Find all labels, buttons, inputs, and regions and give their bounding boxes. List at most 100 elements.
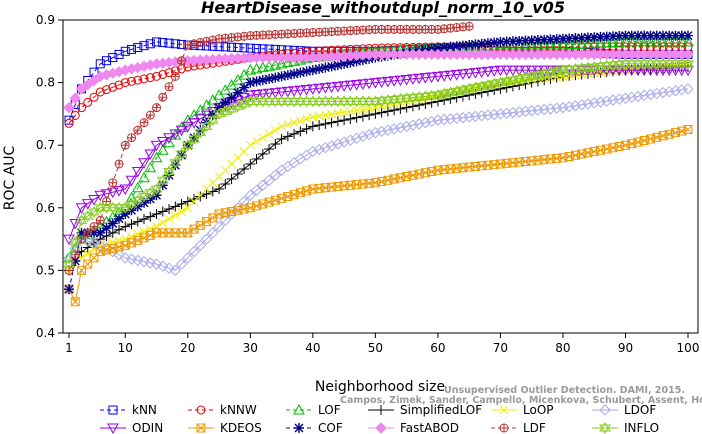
- data-point-odin: [394, 75, 407, 87]
- data-point-lof: [219, 84, 232, 95]
- data-point-simplifiedlof: [389, 105, 400, 116]
- data-point-knnw: [127, 76, 137, 86]
- data-point-simplifiedlof: [307, 121, 318, 132]
- data-point-odin: [663, 65, 676, 77]
- data-point-lof: [613, 36, 626, 47]
- data-point-simplifiedlof: [170, 201, 181, 212]
- data-point-ldof: [163, 262, 175, 275]
- chart-title: HeartDisease_withoutdupl_norm_10_v05: [201, 0, 565, 17]
- data-point-cof: [101, 223, 112, 234]
- data-point-cof: [545, 34, 556, 45]
- data-point-odin: [444, 70, 457, 82]
- data-point-cof: [445, 41, 456, 52]
- data-point-ldof: [200, 233, 213, 245]
- data-point-ldof: [350, 132, 363, 145]
- data-point-odin: [250, 89, 263, 101]
- data-point-knn: [133, 43, 143, 53]
- data-point-knnw: [77, 103, 87, 113]
- legend-item-cof: COF: [286, 421, 343, 434]
- data-point-loop: [177, 207, 186, 216]
- series-line-ldf: [68, 25, 470, 271]
- data-point-ldof: [132, 254, 144, 267]
- data-point-simplifiedlof: [345, 113, 356, 124]
- data-point-simplifiedlof: [226, 174, 237, 185]
- data-point-ldof: [357, 130, 369, 143]
- data-point-cof: [683, 30, 693, 41]
- data-point-simplifiedlof: [295, 126, 306, 137]
- data-point-knnw: [158, 69, 168, 79]
- data-point-cof: [270, 72, 281, 83]
- data-point-simplifiedlof: [289, 128, 300, 139]
- data-point-odin: [469, 68, 482, 79]
- data-point-knnw: [145, 73, 155, 83]
- data-point-inflo: [69, 236, 82, 249]
- x-axis-label: Neighborhood size: [315, 379, 445, 395]
- data-point-cof: [76, 227, 87, 238]
- data-point-kdeos: [683, 125, 693, 135]
- data-point-odin: [407, 74, 419, 85]
- data-point-knnw: [95, 87, 105, 97]
- data-point-kdeos: [289, 190, 299, 200]
- data-point-cof: [226, 92, 237, 103]
- data-point-ldof: [463, 111, 475, 123]
- data-point-cof: [264, 73, 275, 84]
- data-point-cof: [289, 68, 300, 79]
- data-point-odin: [482, 66, 494, 78]
- data-point-simplifiedlof: [370, 108, 381, 119]
- data-point-inflo: [206, 114, 219, 127]
- legend-marker-inflo: [599, 422, 611, 434]
- data-point-inflo: [156, 174, 169, 187]
- data-point-odin: [425, 72, 438, 83]
- data-point-lof: [175, 121, 188, 133]
- y-tick-label: 0.7: [36, 138, 55, 152]
- data-point-odin: [88, 194, 100, 206]
- data-point-loop: [164, 214, 174, 224]
- data-point-odin: [413, 73, 425, 85]
- data-point-lof: [213, 89, 225, 100]
- data-point-cof: [257, 75, 268, 86]
- data-point-odin: [632, 65, 644, 77]
- data-point-lof: [569, 38, 582, 49]
- data-point-cof: [514, 35, 525, 46]
- data-point-inflo: [175, 148, 188, 160]
- data-point-inflo: [169, 156, 182, 169]
- series-fastabod: [63, 48, 694, 114]
- data-point-loop: [295, 116, 305, 126]
- data-point-lof: [231, 74, 244, 85]
- data-point-knnw: [108, 82, 118, 92]
- data-point-lof: [200, 99, 213, 110]
- data-point-ldof: [669, 85, 682, 97]
- data-point-ldf: [145, 110, 155, 120]
- data-point-simplifiedlof: [107, 227, 118, 238]
- legend-marker-loop: [499, 405, 509, 415]
- data-point-ldf: [108, 178, 118, 188]
- data-point-ldof: [375, 125, 388, 138]
- data-point-lof: [144, 161, 157, 173]
- data-point-simplifiedlof: [339, 115, 350, 126]
- data-point-simplifiedlof: [257, 148, 268, 159]
- data-point-cof: [495, 36, 506, 47]
- legend-item-kdeos: KDEOS: [188, 421, 262, 434]
- data-point-simplifiedlof: [151, 209, 162, 220]
- data-point-lof: [238, 69, 250, 80]
- data-point-simplifiedlof: [139, 214, 150, 225]
- data-point-cof: [95, 227, 106, 238]
- data-point-ldf: [83, 228, 93, 238]
- data-point-odin: [169, 129, 182, 140]
- data-point-loop: [289, 118, 299, 128]
- y-tick-label: 0.9: [36, 13, 55, 27]
- data-point-ldf: [95, 215, 105, 225]
- data-point-cof: [164, 170, 175, 181]
- data-point-knn: [158, 38, 168, 48]
- data-point-odin: [94, 190, 107, 202]
- data-point-simplifiedlof: [314, 120, 325, 131]
- legend: kNN kNNW LOF SimplifiedLOF LoOP LDOF ODIN KDEOS…: [100, 403, 659, 434]
- data-point-knn: [145, 39, 155, 49]
- data-point-ldof: [194, 239, 207, 252]
- data-point-ldof: [188, 245, 200, 258]
- data-point-inflo: [63, 258, 75, 271]
- data-point-knnw: [114, 80, 124, 90]
- watermark-line-2: Campos, Zimek, Sander, Campello, Micenko…: [340, 395, 702, 406]
- legend-marker-simplifiedlof: [376, 405, 386, 415]
- data-point-knnw: [64, 118, 74, 128]
